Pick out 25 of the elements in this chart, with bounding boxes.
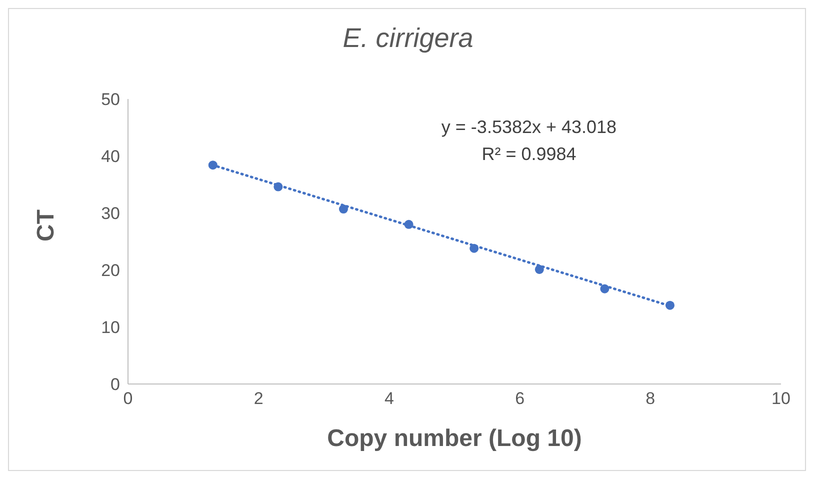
point — [470, 244, 479, 253]
x-tick-label: 10 — [772, 389, 790, 408]
x-tick-label: 4 — [384, 389, 394, 408]
y-tick-label: 0 — [110, 375, 120, 394]
point — [534, 264, 544, 274]
y-tick-label: 10 — [101, 318, 120, 338]
point — [665, 300, 675, 310]
x-tick-label: 6 — [515, 389, 525, 408]
chart-title: E. cirrigera — [342, 23, 474, 54]
y-tick-label: 20 — [101, 261, 120, 280]
point — [404, 220, 414, 229]
point — [274, 182, 283, 192]
point — [208, 160, 218, 170]
point — [338, 204, 348, 214]
y-axis-title: CT — [32, 209, 60, 242]
y-tick-label: 40 — [101, 147, 120, 166]
y-tick-label: 50 — [101, 90, 120, 110]
x-tick-label: 0 — [123, 389, 133, 408]
x-tick-label: 8 — [646, 389, 656, 408]
x-axis-title: Copy number (Log 10) — [327, 425, 582, 452]
y-tick-label: 30 — [101, 204, 120, 224]
x-tick-label: 2 — [254, 389, 264, 408]
annotation: R² = 0.9984 — [480, 144, 578, 165]
annotation: y = -3.5382x + 43.018 — [440, 117, 618, 138]
point — [600, 284, 610, 294]
